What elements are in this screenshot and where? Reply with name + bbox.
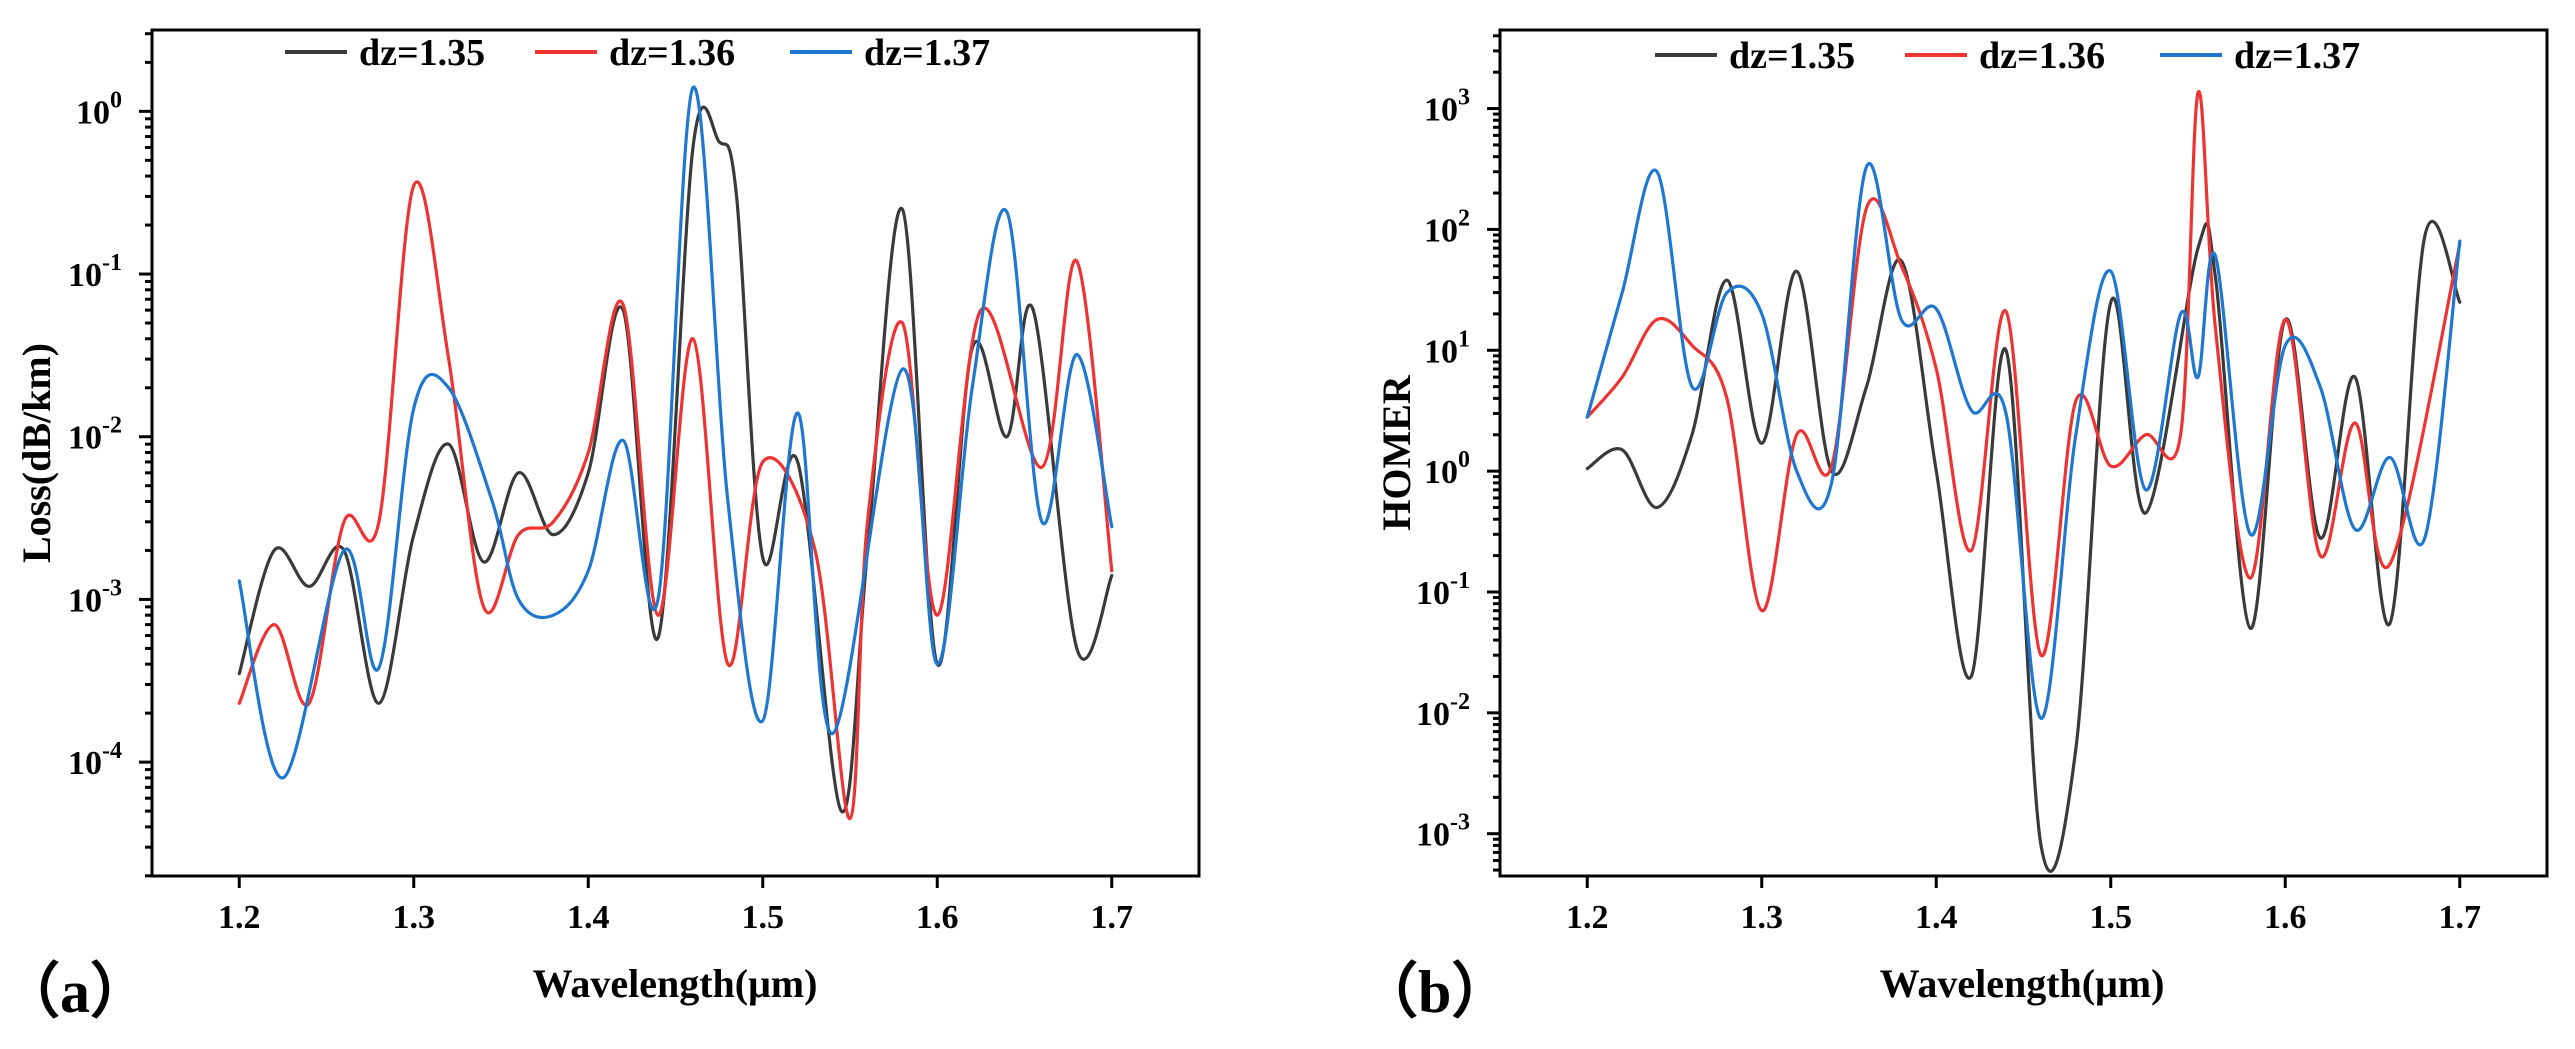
panel-b-x-tick-label: 1.7 [2439, 899, 2482, 936]
panel-a-x-tick-label: 1.4 [567, 899, 610, 936]
panel-a-label: （a） [0, 958, 150, 1025]
panel-b-x-ticks: 1.2 1.3 1.4 1.5 1.6 1.7 [1566, 876, 2481, 936]
panel-b-legend-label: dz=1.36 [1979, 35, 2105, 77]
panel-b-x-tick-label: 1.2 [1566, 899, 1609, 936]
panel-b-y-tick-label: 10-1 [1416, 568, 1470, 612]
panel-a-series-line-dz-1-36 [237, 180, 1114, 821]
panel-b-x-tick-label: 1.3 [1741, 899, 1784, 936]
panel-a-loss-chart: 1.2 1.3 1.4 1.5 1.6 1.7 10-4 10-3 10-2 10-1 100 d… [0, 28, 1201, 1025]
panel-b-y-tick-label: 102 [1424, 205, 1470, 249]
panel-b-series-layer [1585, 90, 2462, 873]
panel-a-x-tick-label: 1.6 [916, 899, 959, 936]
panel-b-y-tick-label: 100 [1424, 447, 1470, 491]
panel-b-y-axis-title: HOMER [1374, 374, 1419, 531]
panel-a-x-tick-label: 1.3 [393, 899, 436, 936]
panel-a-x-ticks: 1.2 1.3 1.4 1.5 1.6 1.7 [218, 876, 1133, 936]
panel-a-y-tick-label: 10-3 [68, 575, 122, 619]
panel-a-y-tick-label: 100 [76, 87, 122, 131]
panel-b-series-line-dz-1-37 [1585, 162, 2462, 721]
panel-a-legend: dz=1.35 dz=1.36 dz=1.37 [285, 32, 990, 74]
panel-b-legend-label: dz=1.37 [2234, 35, 2360, 77]
panel-a-series-line-dz-1-37 [237, 85, 1114, 780]
panel-b-homer-chart: 1.2 1.3 1.4 1.5 1.6 1.7 10-3 10-2 10-1 100 101 102… [1358, 28, 2549, 1025]
panel-b-series-line-dz-1-36 [1585, 90, 2462, 658]
panel-b-y-tick-label: 101 [1424, 326, 1470, 370]
panel-b-y-tick-label: 10-2 [1416, 689, 1470, 733]
panel-b-y-tick-label: 103 [1424, 85, 1470, 129]
panel-a-y-axis-title: Loss(dB/km) [14, 343, 59, 563]
panel-b-y-tick-label: 10-3 [1416, 810, 1470, 854]
panel-b-x-tick-label: 1.5 [2090, 899, 2133, 936]
panel-b-x-tick-label: 1.6 [2264, 899, 2307, 936]
panel-b-legend: dz=1.35 dz=1.36 dz=1.37 [1655, 35, 2360, 77]
panel-b-label: （b） [1358, 958, 1511, 1025]
panel-a-x-tick-label: 1.5 [742, 899, 785, 936]
panel-a-legend-label: dz=1.35 [359, 32, 485, 74]
panel-a-x-tick-label: 1.7 [1091, 899, 1134, 936]
panel-a-legend-label: dz=1.37 [864, 32, 990, 74]
panel-a-y-ticks: 10-4 10-3 10-2 10-1 100 [68, 32, 152, 878]
panel-b-x-tick-label: 1.4 [1915, 899, 1958, 936]
panel-a-x-axis-title: Wavelength(μm) [533, 961, 818, 1006]
panel-b-series-line-dz-1-35 [1585, 219, 2462, 873]
panel-a-y-tick-label: 10-4 [68, 738, 122, 782]
panel-b-legend-label: dz=1.35 [1729, 35, 1855, 77]
panel-b-x-axis-title: Wavelength(μm) [1880, 961, 2165, 1006]
panel-a-x-tick-label: 1.2 [218, 899, 261, 936]
panel-a-y-tick-label: 10-1 [68, 250, 122, 294]
panel-a-series-layer [237, 85, 1114, 821]
panel-b-y-ticks: 10-3 10-2 10-1 100 101 102 103 [1416, 34, 1500, 872]
panel-a-y-tick-label: 10-2 [68, 413, 122, 457]
panel-a-legend-label: dz=1.36 [609, 32, 735, 74]
panel-b-plot-frame [1498, 28, 2549, 878]
panel-a-plot-frame [150, 28, 1201, 878]
